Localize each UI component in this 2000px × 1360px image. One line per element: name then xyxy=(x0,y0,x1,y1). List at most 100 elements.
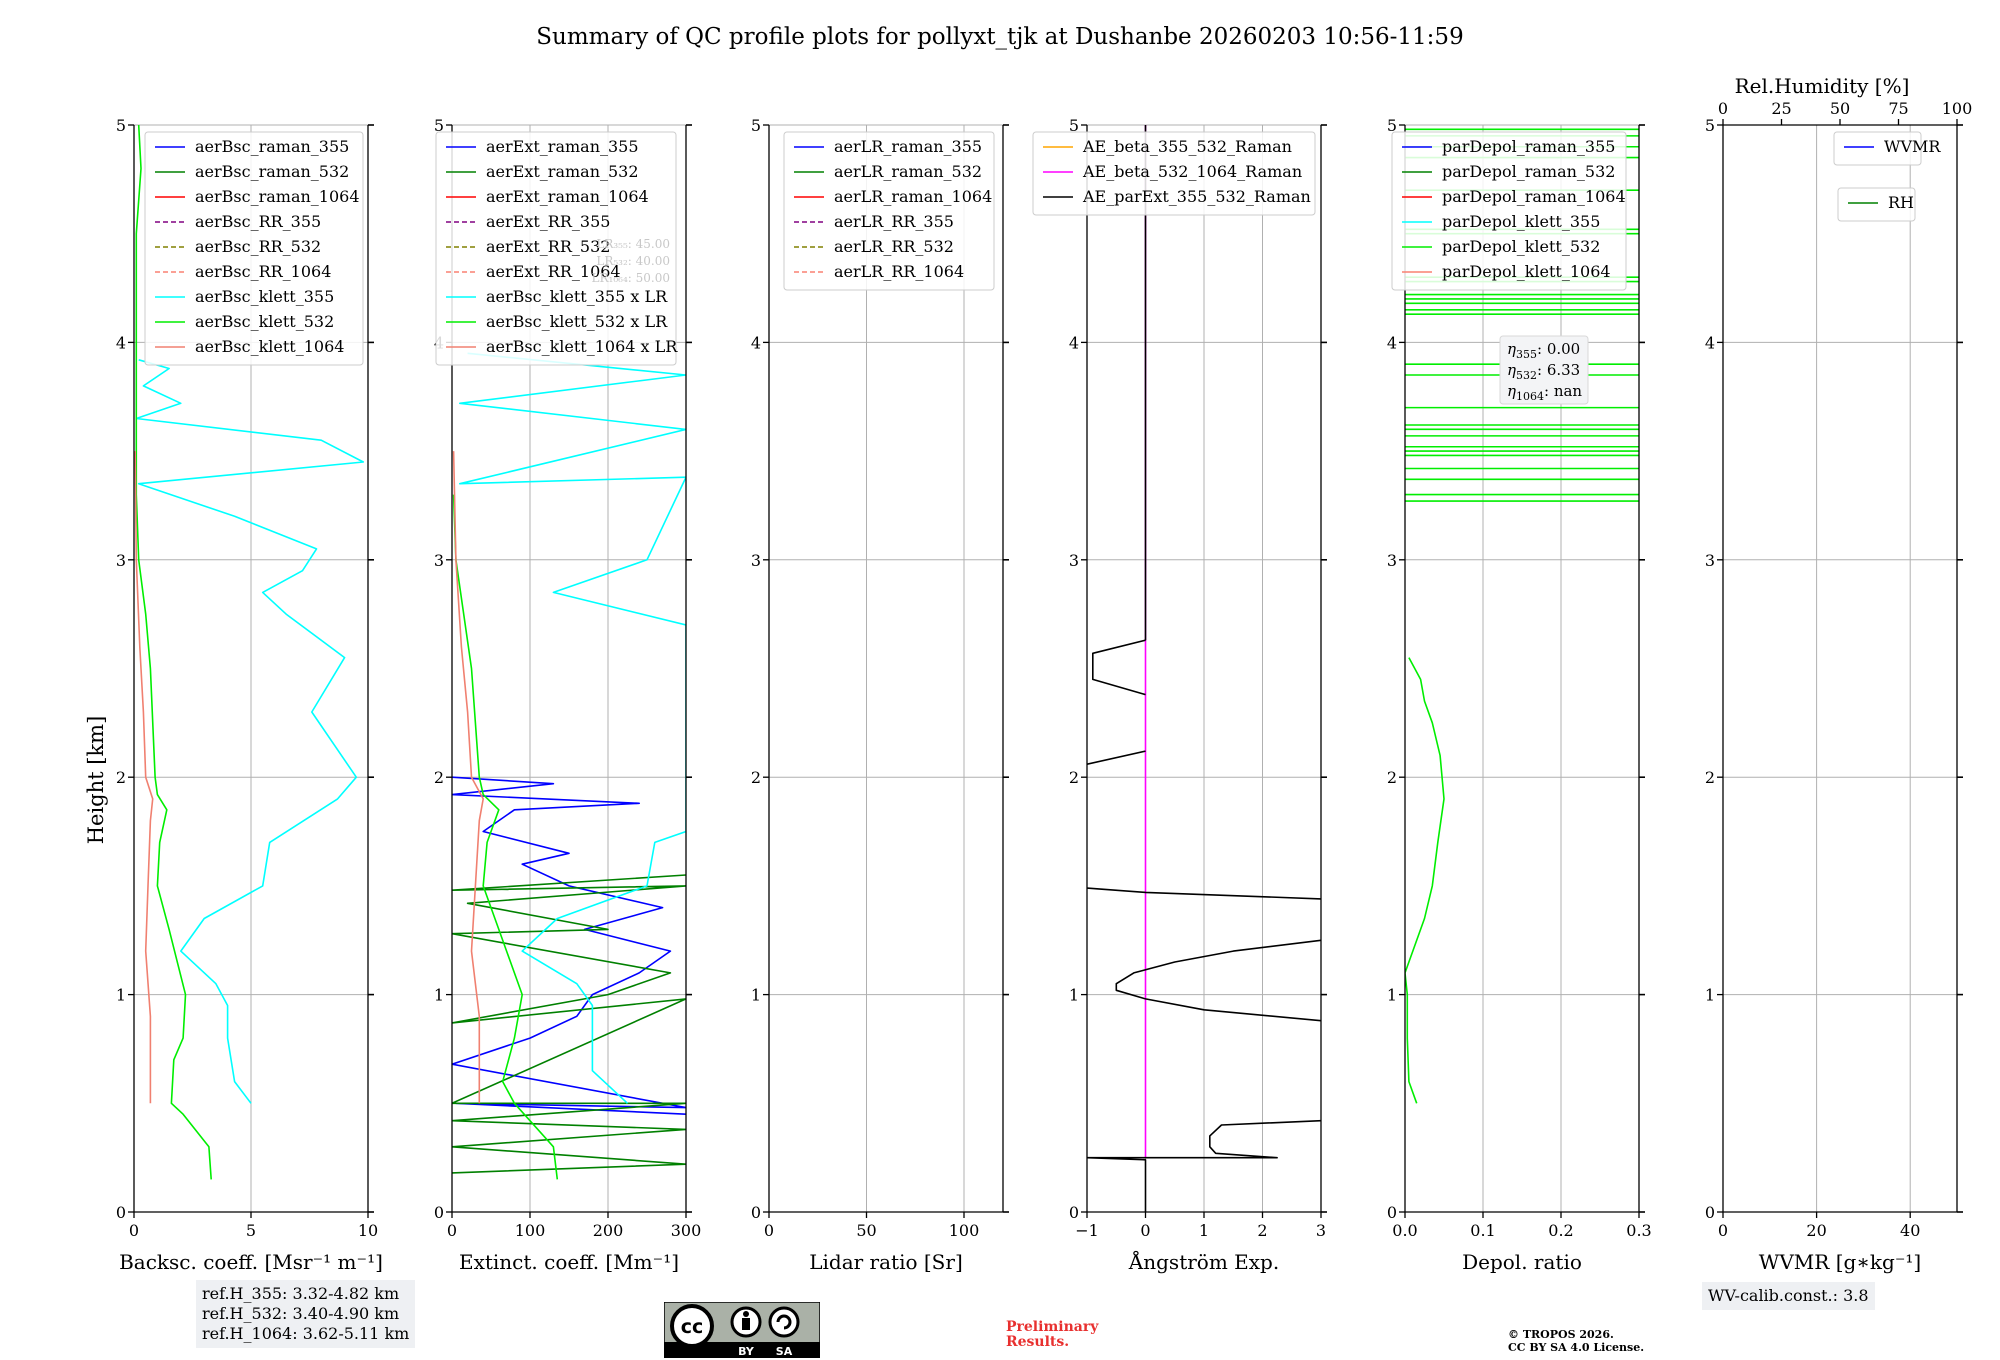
x-tick-label: 3 xyxy=(1316,1221,1326,1240)
y-tick-label: 0 xyxy=(1387,1203,1397,1222)
lr-annotation: LR₃₅₅: 45.00 xyxy=(596,237,670,251)
x-axis-label: WVMR [g∗kg⁻¹] xyxy=(1759,1250,1921,1274)
y-tick-label: 4 xyxy=(751,333,761,352)
y-tick-label: 5 xyxy=(434,116,444,135)
series-aerExt_raman_355 xyxy=(452,776,686,1115)
legend-label: aerBsc_RR_1064 xyxy=(195,262,331,281)
x-axis-label: Ångström Exp. xyxy=(1128,1249,1279,1274)
legend-box xyxy=(783,131,995,291)
x-axis-label: Lidar ratio [Sr] xyxy=(809,1250,963,1274)
x-tick-label: 200 xyxy=(593,1221,624,1240)
legend-label: parDepol_klett_355 xyxy=(1442,212,1600,231)
x-tick-label: 0.2 xyxy=(1548,1221,1573,1240)
series-group xyxy=(134,125,365,1180)
x-tick-label: 40 xyxy=(1900,1221,1920,1240)
legend-label: aerExt_RR_355 xyxy=(486,212,610,231)
x-tick-label: 2 xyxy=(1257,1221,1267,1240)
rh-tick-label: 100 xyxy=(1942,99,1973,118)
legend: parDepol_raman_355 parDepol_raman_532 parD… xyxy=(1391,131,1627,291)
series-AE_parExt_355_532_Raman_d xyxy=(1087,750,1146,765)
rh-tick-label: 0 xyxy=(1718,99,1728,118)
copyright-line-1: © TROPOS 2026. xyxy=(1508,1328,1614,1341)
legend-label: aerBsc_RR_532 xyxy=(195,237,321,256)
x-tick-label: 100 xyxy=(515,1221,546,1240)
y-tick-label: 1 xyxy=(751,986,761,1005)
rh-axis: 0 25 50 75 100 xyxy=(1718,99,1973,126)
y-tick-label: 2 xyxy=(116,768,126,787)
cc-label: cc xyxy=(681,1316,704,1338)
y-tick-label: 4 xyxy=(1705,333,1715,352)
y-tick-label: 0 xyxy=(434,1203,444,1222)
series-group xyxy=(452,352,686,1180)
y-tick-label: 0 xyxy=(751,1203,761,1222)
lr-annotation: LR₁₀₆₄: 50.00 xyxy=(592,271,670,285)
legend-label: aerBsc_klett_532 xyxy=(195,312,334,331)
legend-label: AE_parExt_355_532_Raman xyxy=(1082,187,1311,206)
preliminary-line-2: Results. xyxy=(1006,1334,1070,1350)
series-aerBsc_klett_355 xyxy=(135,359,365,1104)
x-tick-label: 100 xyxy=(949,1221,980,1240)
y-tick-label: 1 xyxy=(116,986,126,1005)
y-tick-label: 1 xyxy=(1705,986,1715,1005)
legend-label: aerBsc_klett_1064 x LR xyxy=(486,337,678,356)
x-tick-label: 0 xyxy=(1140,1221,1150,1240)
legend-label: aerLR_raman_1064 xyxy=(834,187,992,206)
legend-label: AE_beta_532_1064_Raman xyxy=(1082,162,1302,181)
legend-label: aerExt_raman_1064 xyxy=(486,187,649,206)
y-tick-label: 3 xyxy=(1069,551,1079,570)
series-AE_parExt_355_532_Raman_b xyxy=(1115,939,1321,1022)
y-tick-label: 1 xyxy=(434,986,444,1005)
y-tick-label: 5 xyxy=(1069,116,1079,135)
ref-height-355: ref.H_355: 3.32-4.82 km xyxy=(202,1284,400,1303)
y-tick-label: 3 xyxy=(116,551,126,570)
legend-label: aerLR_RR_532 xyxy=(834,237,954,256)
legend-label: aerBsc_RR_355 xyxy=(195,212,321,231)
legend-label: aerBsc_klett_355 xyxy=(195,287,334,306)
legend-label: aerLR_raman_355 xyxy=(834,137,982,156)
eta-value: η1064: nan xyxy=(1507,382,1582,403)
legend: WVMR xyxy=(1833,131,1941,166)
panel-1: 0 1 2 3 4 5 0 5 10 Backsc. coeff. [Msr⁻¹ m⁻¹] aerB… xyxy=(116,116,383,1274)
series-AE_parExt_355_532_Raman xyxy=(1087,1119,1321,1212)
legend-label: aerExt_raman_355 xyxy=(486,137,639,156)
legend-label: aerExt_RR_1064 xyxy=(486,262,621,281)
legend: RH xyxy=(1837,187,1916,222)
x-tick-label: 0.0 xyxy=(1392,1221,1417,1240)
legend-label: aerBsc_klett_532 x LR xyxy=(486,312,668,331)
x-axis-label: Backsc. coeff. [Msr⁻¹ m⁻¹] xyxy=(119,1250,383,1274)
legend-label: parDepol_klett_532 xyxy=(1442,237,1600,256)
copyright-line-2: CC BY SA 4.0 License. xyxy=(1508,1341,1645,1354)
legend-box xyxy=(435,131,677,366)
x-tick-label: 1 xyxy=(1199,1221,1209,1240)
x-tick-label: 10 xyxy=(358,1221,378,1240)
y-tick-label: 3 xyxy=(434,551,444,570)
series-AE_parExt_355_532_Raman_e xyxy=(1092,639,1146,696)
legend-label: aerExt_raman_532 xyxy=(486,162,639,181)
x-tick-label: 0 xyxy=(447,1221,457,1240)
wv-calib-text: WV-calib.const.: 3.8 xyxy=(1708,1286,1869,1305)
legend-label: parDepol_klett_1064 xyxy=(1442,262,1611,281)
y-tick-label: 4 xyxy=(1387,333,1397,352)
legend-label: aerBsc_raman_355 xyxy=(195,137,349,156)
ref-height-1064: ref.H_1064: 3.62-5.11 km xyxy=(202,1324,410,1343)
rh-tick-label: 50 xyxy=(1830,99,1850,118)
x-axis-label: Extinct. coeff. [Mm⁻¹] xyxy=(459,1250,679,1274)
legend-label: aerBsc_klett_1064 xyxy=(195,337,344,356)
reference-heights-box: ref.H_355: 3.32-4.82 km ref.H_532: 3.40-… xyxy=(196,1280,416,1348)
y-tick-label: 3 xyxy=(751,551,761,570)
copyright-note: © TROPOS 2026. CC BY SA 4.0 License. xyxy=(1508,1328,1644,1354)
legend-label: WVMR xyxy=(1884,137,1941,156)
series-aerBsc_klett_355 x LR xyxy=(459,352,686,1104)
legend-label: aerLR_RR_1064 xyxy=(834,262,964,281)
eta-box-bg xyxy=(1499,335,1589,405)
y-tick-label: 1 xyxy=(1387,986,1397,1005)
preliminary-line-1: Preliminary xyxy=(1006,1319,1099,1335)
eta-value: η532: 6.33 xyxy=(1507,361,1580,382)
rh-tick-label: 25 xyxy=(1771,99,1791,118)
legend-box xyxy=(1833,131,1922,166)
y-tick-label: 0 xyxy=(1705,1203,1715,1222)
series-parDepol_klett_532 xyxy=(1405,657,1445,1104)
